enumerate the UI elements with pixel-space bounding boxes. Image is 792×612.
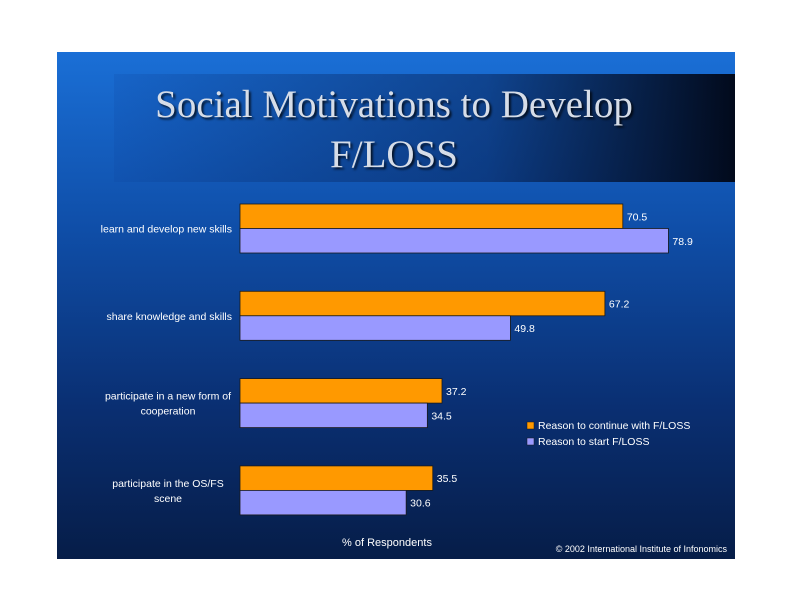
bar-continue-4 [239, 465, 434, 491]
legend-label: Reason to continue with F/LOSS [538, 420, 690, 432]
legend-label: Reason to start F/LOSS [538, 436, 649, 448]
bar-start-2 [239, 315, 511, 341]
category-label: learn and develop new skills [101, 224, 232, 236]
data-label: 34.5 [431, 410, 452, 422]
category-label: participate in the OS/FS [112, 478, 223, 490]
data-label: 70.5 [627, 211, 648, 223]
bar-continue-3 [239, 378, 443, 404]
data-label: 67.2 [609, 299, 630, 311]
legend-swatch [526, 437, 535, 446]
legend-swatch [526, 421, 535, 430]
category-label: scene [154, 493, 182, 505]
data-label: 78.9 [672, 236, 693, 248]
data-label: 49.8 [514, 323, 535, 335]
bar-continue-1 [239, 203, 624, 229]
category-label: cooperation [141, 406, 196, 418]
x-axis-title: % of Respondents [342, 537, 432, 549]
bar-start-4 [239, 489, 407, 516]
data-label: 30.6 [410, 498, 431, 510]
title-band [114, 74, 735, 182]
slide: Social Motivations to Develop F/LOSS 70.… [57, 52, 735, 559]
bar-chart: 70.5 78.9 learn and develop new skills 67.2… [101, 203, 693, 549]
bar-start-3 [239, 402, 428, 429]
copyright-credit: © 2002 International Institute of Infono… [555, 544, 727, 554]
slide-title: Social Motivations to Develop F/LOSS [155, 83, 633, 176]
bar-continue-2 [239, 290, 606, 317]
category-label: share knowledge and skills [107, 311, 233, 323]
data-label: 37.2 [446, 386, 467, 398]
category-label: participate in a new form of [105, 391, 231, 403]
bar-start-1 [239, 228, 669, 254]
data-label: 35.5 [437, 473, 458, 485]
